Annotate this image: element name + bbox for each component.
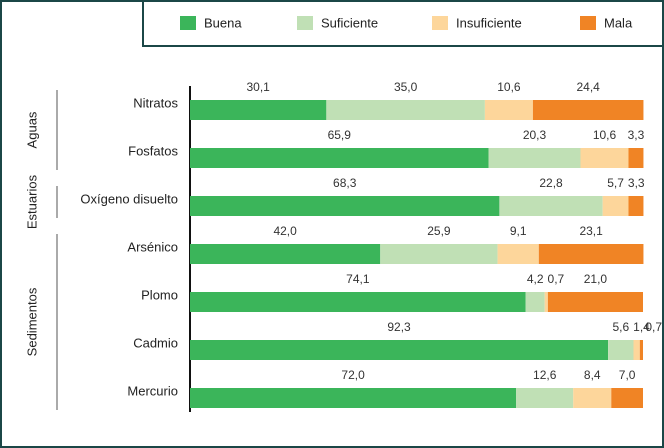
bar-segment xyxy=(538,244,644,264)
value-label: 1,4 xyxy=(633,320,650,334)
value-label: 0,7 xyxy=(645,320,662,334)
bar-segment xyxy=(573,388,612,408)
bar-segment xyxy=(190,100,327,120)
bar-segment xyxy=(532,100,644,120)
value-label: 25,9 xyxy=(427,224,451,238)
value-label: 3,3 xyxy=(628,176,645,190)
bar-segment xyxy=(628,148,644,168)
bar-segment xyxy=(190,388,517,408)
value-label: 9,1 xyxy=(510,224,527,238)
bar-segment xyxy=(608,340,634,360)
value-label: 92,3 xyxy=(387,320,411,334)
bar-segment xyxy=(547,292,643,312)
value-label: 72,0 xyxy=(341,368,365,382)
value-label: 35,0 xyxy=(394,80,418,94)
value-label: 24,4 xyxy=(577,80,601,94)
category-label: Arsénico xyxy=(127,239,178,254)
value-label: 23,1 xyxy=(579,224,603,238)
bar-segment xyxy=(602,196,629,216)
value-label: 10,6 xyxy=(593,128,617,142)
legend-swatch xyxy=(297,16,313,30)
bar-segment xyxy=(484,100,533,120)
bar-segment xyxy=(190,196,500,216)
value-label: 10,6 xyxy=(497,80,521,94)
bar-segment xyxy=(544,292,548,312)
legend-swatch xyxy=(180,16,196,30)
bar-segment xyxy=(497,244,539,264)
legend-label: Suficiente xyxy=(321,15,378,30)
value-label: 8,4 xyxy=(584,368,601,382)
value-label: 0,7 xyxy=(548,272,565,286)
bar-segment xyxy=(190,292,526,312)
bar-segment xyxy=(633,340,640,360)
category-label: Mercurio xyxy=(127,383,178,398)
legend-label: Mala xyxy=(604,15,633,30)
category-label: Cadmio xyxy=(133,335,178,350)
bar-segment xyxy=(190,244,381,264)
value-label: 68,3 xyxy=(333,176,357,190)
value-label: 22,8 xyxy=(539,176,563,190)
category-label: Fosfatos xyxy=(128,143,178,158)
group-label: Sedimentos xyxy=(24,287,39,356)
value-label: 65,9 xyxy=(328,128,352,142)
value-label: 42,0 xyxy=(273,224,297,238)
bar-segment xyxy=(639,340,643,360)
bar-segment xyxy=(499,196,603,216)
bar-segment xyxy=(628,196,644,216)
bar-segment xyxy=(580,148,629,168)
bar-segment xyxy=(488,148,581,168)
bar-segment xyxy=(190,340,609,360)
legend-swatch xyxy=(580,16,596,30)
category-label: Plomo xyxy=(141,287,178,302)
legend-label: Buena xyxy=(204,15,242,30)
bar-segment xyxy=(190,148,489,168)
category-label: Oxígeno disuelto xyxy=(80,191,178,206)
bar-segment xyxy=(611,388,643,408)
value-label: 7,0 xyxy=(619,368,636,382)
bar-segment xyxy=(380,244,498,264)
value-label: 5,6 xyxy=(612,320,629,334)
legend-swatch xyxy=(432,16,448,30)
bar-segment xyxy=(326,100,485,120)
value-label: 20,3 xyxy=(523,128,547,142)
value-label: 4,2 xyxy=(527,272,544,286)
legend-label: Insuficiente xyxy=(456,15,522,30)
value-label: 74,1 xyxy=(346,272,370,286)
value-label: 5,7 xyxy=(607,176,624,190)
value-label: 21,0 xyxy=(584,272,608,286)
category-label: Nitratos xyxy=(133,95,178,110)
bar-segment xyxy=(516,388,574,408)
group-label: Estuarios xyxy=(24,174,39,229)
value-label: 30,1 xyxy=(246,80,270,94)
bar-segment xyxy=(525,292,545,312)
value-label: 12,6 xyxy=(533,368,557,382)
group-label: Aguas xyxy=(24,111,39,148)
legend-box xyxy=(142,0,664,47)
value-label: 3,3 xyxy=(628,128,645,142)
